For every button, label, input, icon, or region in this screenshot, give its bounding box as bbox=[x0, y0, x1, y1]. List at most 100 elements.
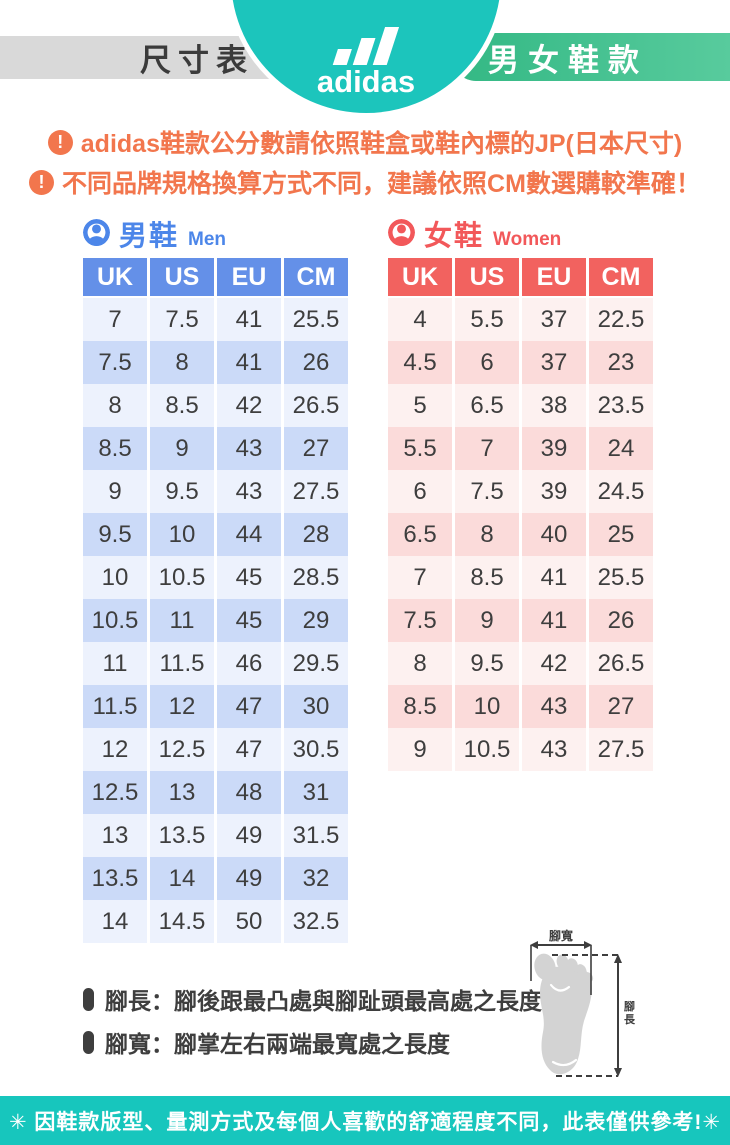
table-cell: 8 bbox=[150, 341, 214, 384]
table-cell: 11 bbox=[150, 599, 214, 642]
table-cell: 30.5 bbox=[284, 728, 348, 771]
table-cell: 39 bbox=[522, 427, 586, 470]
disclaimer-text: ✳ 因鞋款版型、量測方式及每個人喜歡的舒適程度不同，此表僅供參考!✳ bbox=[8, 1110, 722, 1134]
table-cell: 9 bbox=[150, 427, 214, 470]
table-cell: 25.5 bbox=[284, 298, 348, 341]
disclaimer-bar: ✳ 因鞋款版型、量測方式及每個人喜歡的舒適程度不同，此表僅供參考!✳ bbox=[0, 1096, 730, 1145]
table-cell: 41 bbox=[217, 341, 281, 384]
table-cell: 22.5 bbox=[589, 298, 653, 341]
table-cell: 24 bbox=[589, 427, 653, 470]
foot-length-note: 腳長：腳後跟最凸處與腳趾頭最高處之長度 bbox=[83, 984, 542, 1014]
column-header: EU bbox=[522, 258, 586, 298]
column-header: US bbox=[455, 258, 519, 298]
table-cell: 43 bbox=[522, 685, 586, 728]
table-cell: 8.5 bbox=[83, 427, 147, 470]
table-cell: 29 bbox=[284, 599, 348, 642]
table-cell: 37 bbox=[522, 341, 586, 384]
table-cell: 48 bbox=[217, 771, 281, 814]
table-cell: 47 bbox=[217, 728, 281, 771]
men-title-en: Men bbox=[188, 229, 227, 250]
table-cell: 9 bbox=[455, 599, 519, 642]
table-cell: 14 bbox=[83, 900, 147, 943]
table-cell: 27.5 bbox=[284, 470, 348, 513]
adidas-logo: adidas bbox=[317, 27, 415, 97]
table-cell: 7 bbox=[83, 298, 147, 341]
table-cell: 49 bbox=[217, 814, 281, 857]
table-cell: 25.5 bbox=[589, 556, 653, 599]
table-cell: 5.5 bbox=[455, 298, 519, 341]
table-cell: 26.5 bbox=[589, 642, 653, 685]
table-cell: 12.5 bbox=[83, 771, 147, 814]
table-cell: 8.5 bbox=[388, 685, 452, 728]
table-cell: 43 bbox=[217, 427, 281, 470]
table-cell: 5.5 bbox=[388, 427, 452, 470]
category-label: 男女鞋款 bbox=[488, 42, 648, 78]
column-header: EU bbox=[217, 258, 281, 298]
men-table-grid: UK US EU CM 7 7.5 41 25.5 7.5 8 41 26 8 8.5 42 26.5 8.5 9… bbox=[83, 258, 348, 943]
table-cell: 45 bbox=[217, 599, 281, 642]
table-cell: 14.5 bbox=[150, 900, 214, 943]
column-header: CM bbox=[589, 258, 653, 298]
table-cell: 7 bbox=[388, 556, 452, 599]
table-cell: 4 bbox=[388, 298, 452, 341]
table-cell: 40 bbox=[522, 513, 586, 556]
table-cell: 47 bbox=[217, 685, 281, 728]
bullet-icon bbox=[83, 987, 94, 1011]
men-title-zh: 男鞋 bbox=[119, 220, 180, 251]
table-cell: 42 bbox=[217, 384, 281, 427]
table-cell: 8 bbox=[388, 642, 452, 685]
table-cell: 29.5 bbox=[284, 642, 348, 685]
table-cell: 24.5 bbox=[589, 470, 653, 513]
table-cell: 41 bbox=[522, 599, 586, 642]
table-cell: 44 bbox=[217, 513, 281, 556]
table-cell: 8 bbox=[83, 384, 147, 427]
column-header: US bbox=[150, 258, 214, 298]
table-cell: 9 bbox=[83, 470, 147, 513]
table-cell: 10.5 bbox=[150, 556, 214, 599]
foot-width-text: 腳寬：腳掌左右兩端最寬處之長度 bbox=[105, 1031, 450, 1057]
table-cell: 28 bbox=[284, 513, 348, 556]
table-cell: 32.5 bbox=[284, 900, 348, 943]
table-cell: 12 bbox=[83, 728, 147, 771]
table-cell: 13 bbox=[150, 771, 214, 814]
footprint-icon bbox=[534, 953, 594, 1075]
men-table-title: 男鞋 Men bbox=[83, 214, 348, 251]
column-header: UK bbox=[83, 258, 147, 298]
table-cell: 49 bbox=[217, 857, 281, 900]
table-cell: 7 bbox=[455, 427, 519, 470]
notice-line: ! 不同品牌規格換算方式不同，建議依照CM數選購較準確！ bbox=[0, 162, 730, 202]
women-table-grid: UK US EU CM 4 5.5 37 22.5 4.5 6 37 23 5 6.5 38 23.5 5.5 7… bbox=[388, 258, 653, 771]
table-cell: 41 bbox=[522, 556, 586, 599]
table-cell: 43 bbox=[217, 470, 281, 513]
hero-header: 尺寸表 男女鞋款 adidas bbox=[0, 0, 730, 118]
table-cell: 10.5 bbox=[455, 728, 519, 771]
table-cell: 10.5 bbox=[83, 599, 147, 642]
table-cell: 7.5 bbox=[83, 341, 147, 384]
table-cell: 43 bbox=[522, 728, 586, 771]
table-cell: 7.5 bbox=[455, 470, 519, 513]
table-cell: 11.5 bbox=[83, 685, 147, 728]
table-cell: 8 bbox=[455, 513, 519, 556]
table-cell: 23 bbox=[589, 341, 653, 384]
adidas-stripes-icon bbox=[311, 27, 422, 65]
table-cell: 50 bbox=[217, 900, 281, 943]
table-cell: 41 bbox=[217, 298, 281, 341]
table-cell: 7.5 bbox=[388, 599, 452, 642]
table-cell: 12.5 bbox=[150, 728, 214, 771]
table-cell: 26.5 bbox=[284, 384, 348, 427]
table-cell: 10 bbox=[83, 556, 147, 599]
table-cell: 42 bbox=[522, 642, 586, 685]
table-cell: 45 bbox=[217, 556, 281, 599]
table-cell: 27.5 bbox=[589, 728, 653, 771]
table-cell: 6 bbox=[455, 341, 519, 384]
table-cell: 31.5 bbox=[284, 814, 348, 857]
table-cell: 8.5 bbox=[455, 556, 519, 599]
table-cell: 27 bbox=[589, 685, 653, 728]
table-cell: 6 bbox=[388, 470, 452, 513]
table-cell: 13.5 bbox=[83, 857, 147, 900]
table-cell: 32 bbox=[284, 857, 348, 900]
table-cell: 10 bbox=[150, 513, 214, 556]
table-cell: 7.5 bbox=[150, 298, 214, 341]
table-cell: 27 bbox=[284, 427, 348, 470]
women-title-en: Women bbox=[493, 229, 562, 250]
